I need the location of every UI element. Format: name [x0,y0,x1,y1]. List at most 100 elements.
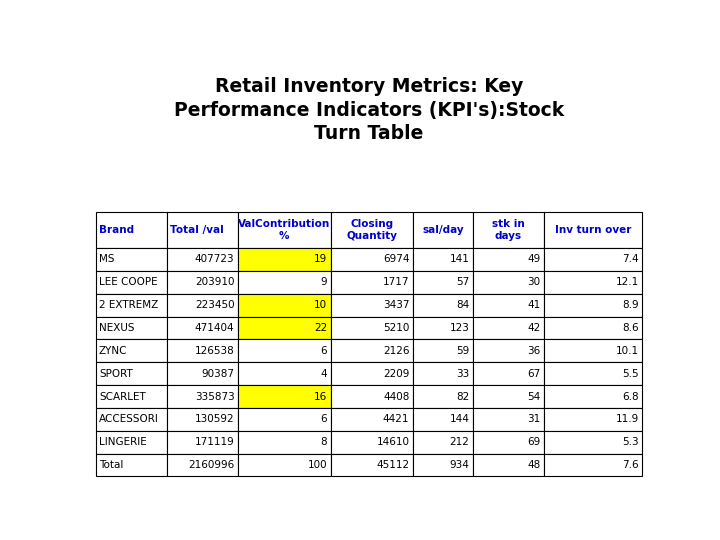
Text: 2160996: 2160996 [188,460,235,470]
Bar [330,340,413,362]
Bar [473,340,544,362]
Text: 7.4: 7.4 [623,254,639,265]
Text: 10: 10 [314,300,328,310]
Bar [544,408,642,431]
Text: 14610: 14610 [377,437,410,447]
Text: ValContribution
%: ValContribution % [238,219,330,241]
Bar [544,248,642,271]
Bar [413,362,473,385]
Text: 1717: 1717 [383,278,410,287]
Bar [330,362,413,385]
Bar [330,431,413,454]
Text: 6.8: 6.8 [623,392,639,402]
Bar [330,408,413,431]
Bar [473,212,544,248]
Text: 6: 6 [320,346,328,356]
Text: 5.3: 5.3 [623,437,639,447]
Bar [238,385,330,408]
Bar [330,271,413,294]
Bar [413,248,473,271]
Text: SCARLET: SCARLET [99,392,145,402]
Bar [166,294,238,316]
Bar [238,362,330,385]
Text: 5.5: 5.5 [623,369,639,379]
Text: 8.6: 8.6 [623,323,639,333]
Text: 171119: 171119 [194,437,235,447]
Text: 223450: 223450 [195,300,235,310]
Text: 2209: 2209 [383,369,410,379]
Bar [544,340,642,362]
Text: 2 EXTREMZ: 2 EXTREMZ [99,300,158,310]
Bar [96,431,166,454]
Bar [544,431,642,454]
Bar [96,362,166,385]
Text: 54: 54 [527,392,541,402]
Text: NEXUS: NEXUS [99,323,135,333]
Text: 49: 49 [527,254,541,265]
Text: 67: 67 [527,369,541,379]
Bar [166,408,238,431]
Bar [238,454,330,476]
Bar [413,385,473,408]
Bar [330,248,413,271]
Bar [544,212,642,248]
Bar [413,212,473,248]
Bar [330,316,413,340]
Bar [473,431,544,454]
Text: 126538: 126538 [194,346,235,356]
Bar [330,294,413,316]
Text: 7.6: 7.6 [623,460,639,470]
Bar [238,431,330,454]
Text: 84: 84 [456,300,469,310]
Text: SPORT: SPORT [99,369,132,379]
Bar [238,340,330,362]
Bar [473,454,544,476]
Bar [413,340,473,362]
Bar [413,316,473,340]
Text: 69: 69 [527,437,541,447]
Text: 59: 59 [456,346,469,356]
Bar [166,454,238,476]
Text: 82: 82 [456,392,469,402]
Text: Brand: Brand [99,225,134,235]
Text: 130592: 130592 [195,414,235,424]
Bar [473,408,544,431]
Bar [96,294,166,316]
Bar [330,212,413,248]
Bar [238,271,330,294]
Text: 22: 22 [314,323,328,333]
Bar [238,408,330,431]
Text: 5210: 5210 [383,323,410,333]
Bar [166,385,238,408]
Bar [473,385,544,408]
Text: 144: 144 [450,414,469,424]
Bar [238,316,330,340]
Text: 6: 6 [320,414,328,424]
Bar [96,248,166,271]
Text: 30: 30 [528,278,541,287]
Text: 19: 19 [314,254,328,265]
Bar [413,294,473,316]
Bar [96,385,166,408]
Text: 3437: 3437 [383,300,410,310]
Text: stk in
days: stk in days [492,219,525,241]
Text: Closing
Quantity: Closing Quantity [346,219,397,241]
Text: 934: 934 [450,460,469,470]
Bar [96,408,166,431]
Text: 8: 8 [320,437,328,447]
Bar [413,454,473,476]
Text: 4408: 4408 [383,392,410,402]
Text: 100: 100 [307,460,328,470]
Text: ACCESSORI: ACCESSORI [99,414,159,424]
Text: Total: Total [99,460,123,470]
Bar [166,271,238,294]
Bar [413,431,473,454]
Bar [166,431,238,454]
Text: Inv turn over: Inv turn over [555,225,631,235]
Text: 33: 33 [456,369,469,379]
Bar [544,454,642,476]
Text: 12.1: 12.1 [616,278,639,287]
Text: 335873: 335873 [194,392,235,402]
Text: 203910: 203910 [195,278,235,287]
Text: 57: 57 [456,278,469,287]
